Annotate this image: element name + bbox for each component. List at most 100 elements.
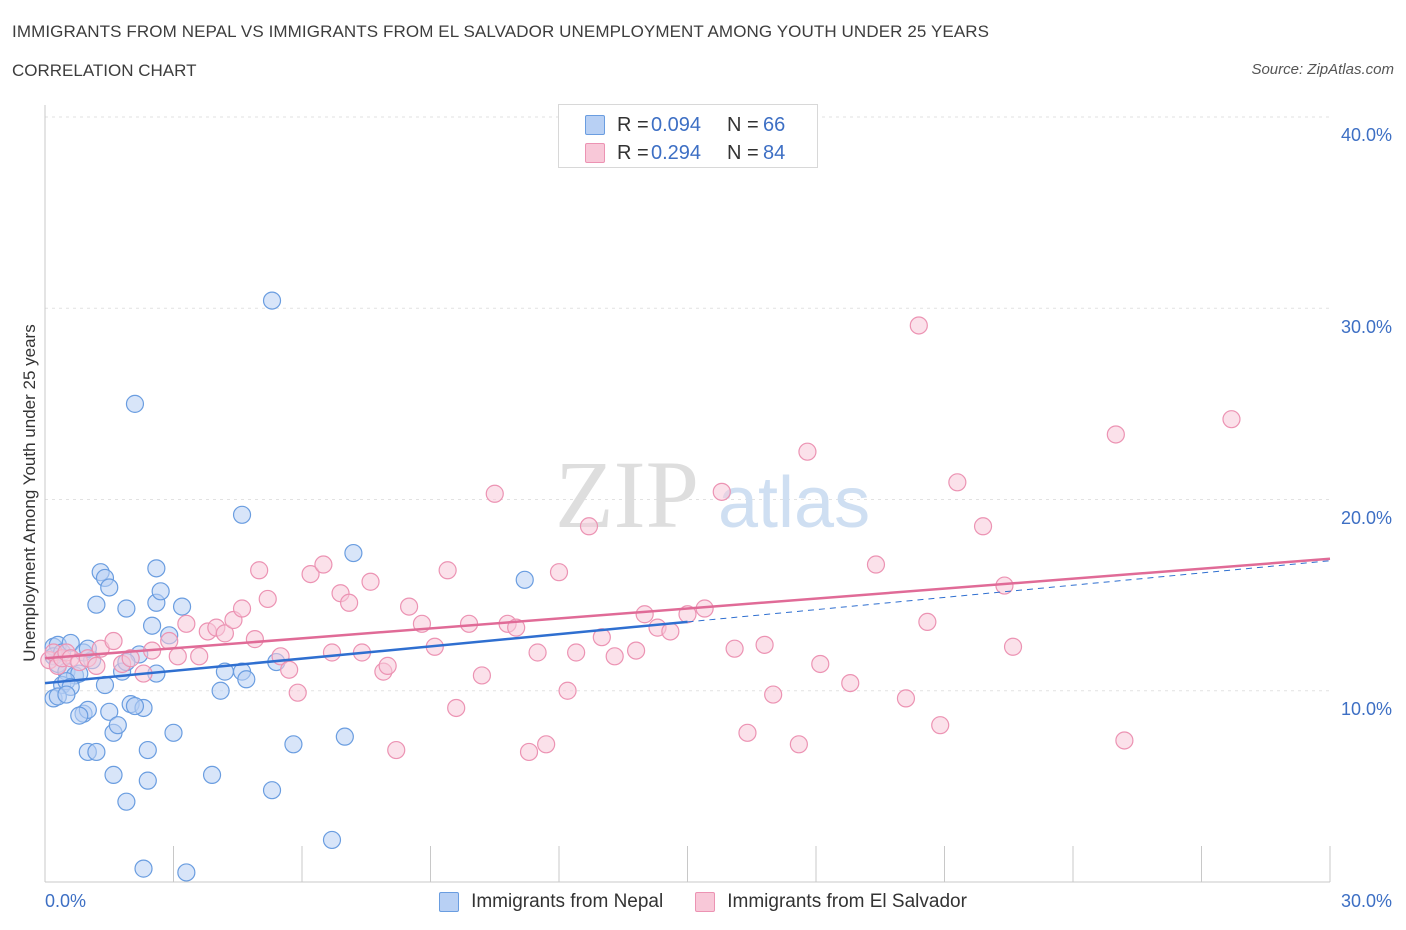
nepal-point-48: [87, 595, 106, 614]
elsalvador-point-25: [250, 561, 269, 580]
elsalvador-point-58: [605, 647, 624, 666]
legend-n-value-nepal: 66: [763, 113, 786, 136]
nepal-point-21: [70, 706, 89, 725]
elsalvador-point-46: [472, 666, 491, 685]
nepal-point-49: [117, 599, 136, 618]
elsalvador-point-21: [215, 624, 234, 643]
nepal-point-38: [117, 792, 136, 811]
nepal-point-42: [322, 830, 342, 850]
elsalvador-point-44: [447, 698, 466, 718]
nepal-point-41: [284, 735, 303, 754]
watermark: ZIP atlas: [555, 441, 870, 548]
y-tick-label-10: 10.0%: [1341, 699, 1392, 719]
legend-r-label: R =: [617, 113, 649, 136]
series-nepal: [44, 291, 534, 882]
elsalvador-point-38: [378, 656, 397, 675]
y-tick-label-30: 30.0%: [1341, 317, 1392, 337]
elsalvador-point-60: [635, 605, 654, 624]
nepal-point-22: [100, 702, 119, 721]
elsalvador-point-16: [168, 647, 187, 666]
elsalvador-point-32: [322, 643, 342, 662]
elsalvador-point-56: [579, 517, 599, 536]
nepal-point-58: [237, 670, 256, 689]
nepal-point-24: [108, 716, 127, 735]
elsalvador-point-52: [537, 735, 556, 754]
source-label: Source: ZipAtlas.com: [1251, 61, 1394, 78]
chart-title: IMMIGRANTS FROM NEPAL VS IMMIGRANTS FROM…: [12, 22, 990, 41]
y-tick-label-20: 20.0%: [1341, 508, 1392, 528]
nepal-point-52: [172, 597, 192, 616]
nepal-point-39: [202, 765, 222, 785]
elsalvador-point-69: [764, 685, 783, 704]
elsalvador-point-71: [798, 442, 817, 461]
elsalvador-point-67: [738, 723, 757, 742]
legend-swatch-nepal: [585, 115, 605, 135]
elsalvador-point-62: [661, 622, 680, 641]
legend-n-label: N =: [727, 113, 759, 136]
nepal-point-66: [515, 570, 534, 589]
nepal-point-44: [177, 863, 196, 882]
elsalvador-point-47: [485, 484, 504, 503]
elsalvador-point-31: [314, 555, 333, 574]
elsalvador-point-57: [592, 628, 611, 647]
elsalvador-point-83: [1115, 731, 1134, 750]
chart-subtitle: CORRELATION CHART: [12, 61, 197, 80]
axes: [44, 105, 1331, 883]
nepal-point-27: [125, 696, 145, 716]
trend-line-elsalvador: [44, 557, 1331, 660]
nepal-point-54: [142, 616, 162, 635]
elsalvador-point-30: [301, 564, 320, 584]
legend-item-nepal[interactable]: Immigrants from Nepal: [439, 891, 663, 913]
elsalvador-point-23: [232, 599, 252, 618]
legend-item-elsalvador[interactable]: Immigrants from El Salvador: [695, 891, 967, 913]
stats-legend: R = 0.094 N = 66 R = 0.294 N = 84: [558, 104, 818, 168]
trend-lines: [44, 557, 1331, 685]
elsalvador-point-68: [755, 635, 774, 654]
trend-line-nepal: [44, 620, 688, 685]
nepal-point-37: [138, 771, 157, 790]
elsalvador-point-72: [811, 654, 830, 674]
elsalvador-point-17: [177, 614, 196, 633]
elsalvador-point-73: [841, 673, 860, 693]
legend-swatch-elsalvador: [695, 892, 716, 912]
series-legend: Immigrants from Nepal Immigrants from El…: [0, 889, 1406, 915]
nepal-point-18: [57, 685, 76, 704]
legend-n-label: N =: [727, 141, 759, 164]
elsalvador-point-28: [280, 660, 299, 679]
elsalvador-point-26: [258, 589, 277, 609]
legend-label-nepal: Immigrants from Nepal: [471, 891, 664, 912]
elsalvador-point-79: [948, 473, 967, 492]
elsalvador-point-78: [931, 716, 950, 735]
nepal-point-65: [335, 727, 354, 746]
legend-swatch-elsalvador: [585, 143, 605, 163]
elsalvador-point-80: [973, 517, 993, 536]
elsalvador-point-39: [387, 740, 406, 760]
legend-row-nepal: R = 0.094 N = 66: [585, 114, 785, 136]
elsalvador-point-59: [626, 641, 646, 660]
elsalvador-point-12: [121, 649, 140, 668]
elsalvador-point-53: [549, 563, 569, 582]
watermark-atlas: atlas: [718, 463, 870, 543]
legend-row-elsalvador: R = 0.294 N = 84: [585, 142, 785, 164]
elsalvador-point-34: [340, 593, 359, 612]
legend-swatch-nepal: [439, 892, 460, 912]
elsalvador-point-82: [1003, 637, 1023, 656]
nepal-point-36: [138, 740, 157, 760]
nepal-point-63: [125, 394, 145, 413]
legend-n-value-elsalvador: 84: [763, 141, 786, 164]
elsalvador-point-40: [399, 597, 419, 616]
nepal-point-34: [87, 742, 106, 762]
nepal-point-59: [211, 681, 230, 700]
elsalvador-point-50: [519, 742, 539, 762]
trend-line-nepal-extension: [687, 560, 1331, 623]
elsalvador-point-55: [567, 643, 586, 662]
nepal-point-43: [134, 859, 153, 878]
nepal-point-61: [232, 505, 252, 524]
elsalvador-point-66: [725, 639, 744, 658]
elsalvador-point-85: [1222, 410, 1241, 429]
x-tick-label-30: 30.0%: [1341, 891, 1392, 911]
elsalvador-point-29: [288, 683, 307, 702]
elsalvador-point-10: [104, 631, 123, 651]
nepal-point-32: [164, 723, 183, 742]
legend-r-value-nepal: 0.094: [651, 113, 702, 136]
